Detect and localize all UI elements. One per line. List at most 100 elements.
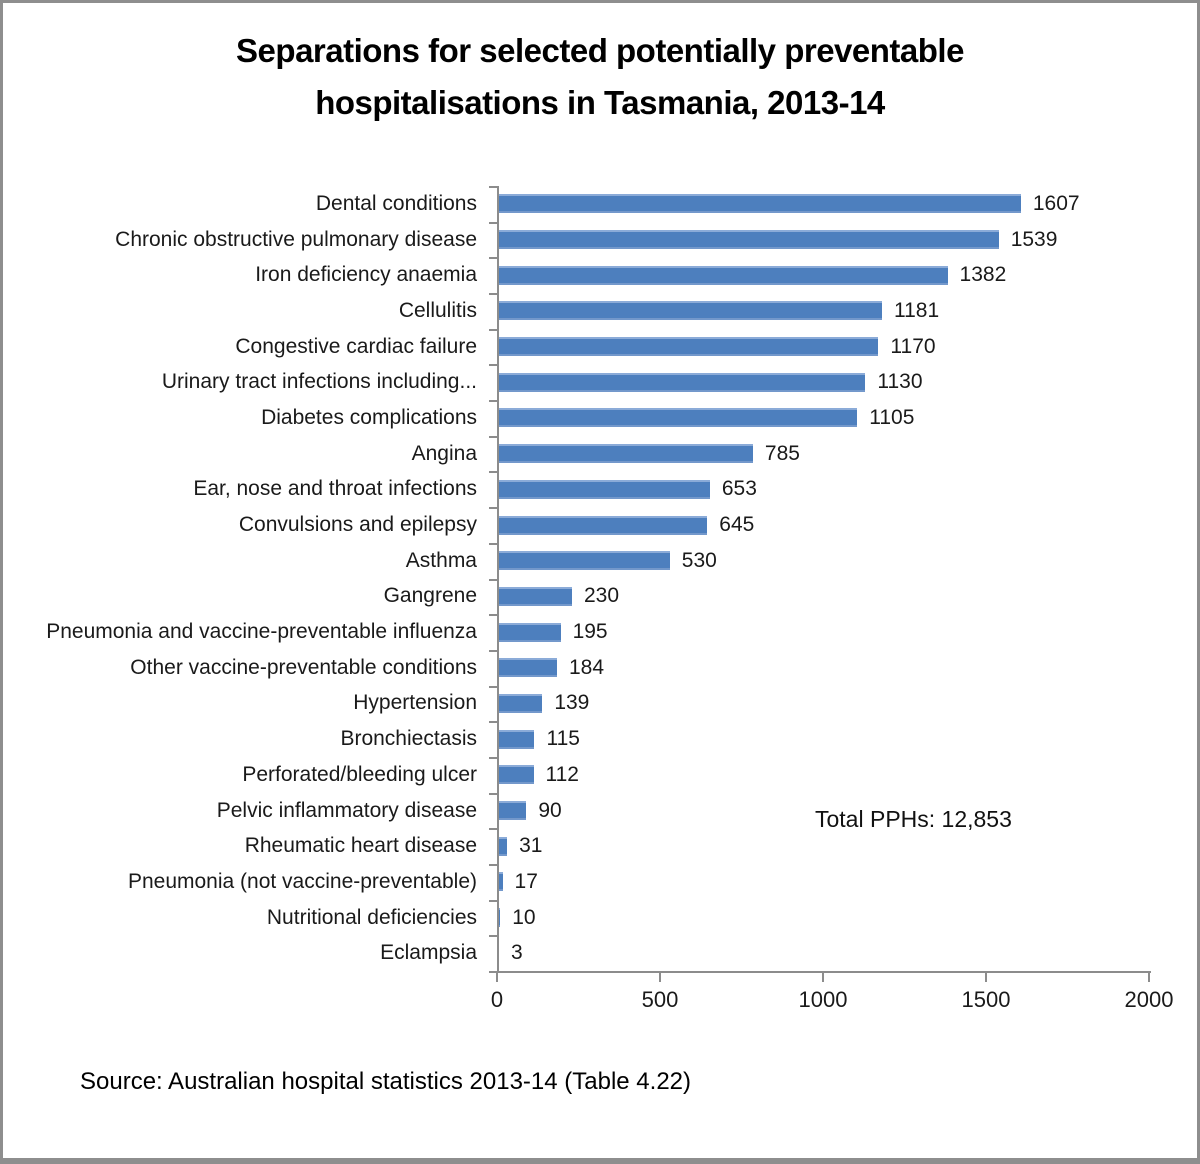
value-label: 17 — [514, 869, 538, 893]
bar — [497, 408, 858, 428]
y-axis-tick — [489, 864, 497, 866]
value-label: 530 — [681, 548, 717, 572]
bar-row: Other vaccine-preventable conditions 184 — [3, 650, 1163, 686]
category-label: Ear, nose and throat infections — [193, 477, 477, 501]
bar — [497, 479, 710, 499]
bar — [497, 765, 534, 785]
bar-row: Pneumonia and vaccine-preventable influe… — [3, 614, 1163, 650]
bar-row: Rheumatic heart disease 31 — [3, 828, 1163, 864]
bar-row: Perforated/bleeding ulcer 112 — [3, 757, 1163, 793]
value-label: 115 — [546, 727, 580, 751]
category-label: Other vaccine-preventable conditions — [130, 655, 477, 679]
bar-track: 139 — [497, 686, 1149, 722]
x-axis-tick — [1148, 973, 1150, 982]
bar-row: Ear, nose and throat infections 653 — [3, 472, 1163, 508]
category-label: Angina — [411, 441, 477, 465]
category-label: Diabetes complications — [261, 405, 477, 429]
category-label: Nutritional deficiencies — [266, 905, 477, 929]
bar — [497, 372, 866, 392]
x-axis-tick-label: 1500 — [961, 987, 1011, 1012]
bar-track: 90 — [497, 793, 1149, 829]
y-axis-tick — [489, 650, 497, 652]
y-axis-tick — [489, 222, 497, 224]
y-axis-line — [497, 186, 499, 973]
value-label: 1181 — [894, 298, 940, 322]
bar — [497, 586, 572, 606]
value-label: 90 — [538, 798, 562, 822]
category-label: Pneumonia and vaccine-preventable influe… — [46, 620, 477, 644]
category-label: Dental conditions — [315, 191, 477, 215]
total-annotation: Total PPHs: 12,853 — [815, 806, 1012, 832]
y-axis-tick — [489, 935, 497, 937]
bar-track: 785 — [497, 436, 1149, 472]
y-axis-tick — [489, 257, 497, 259]
category-label: Chronic obstructive pulmonary disease — [115, 227, 477, 251]
bar-track: 1170 — [497, 329, 1149, 365]
bar-track: 115 — [497, 721, 1149, 757]
value-label: 195 — [572, 620, 608, 644]
bar-row: Nutritional deficiencies 10 — [3, 900, 1163, 936]
bar-track: 31 — [497, 828, 1149, 864]
category-label: Cellulitis — [398, 298, 477, 322]
value-label: 230 — [583, 584, 620, 608]
bar — [497, 194, 1021, 214]
y-axis-tick — [489, 543, 497, 545]
bar-track: 17 — [497, 864, 1149, 900]
y-axis-tick — [489, 471, 497, 473]
value-label: 785 — [764, 441, 800, 465]
y-axis-tick — [489, 186, 497, 188]
category-label: Pelvic inflammatory disease — [216, 798, 477, 822]
category-label: Asthma — [405, 548, 477, 572]
value-label: 31 — [519, 834, 543, 858]
bar-row: Diabetes complications 1105 — [3, 400, 1163, 436]
bar-track: 1607 — [497, 186, 1149, 222]
y-axis-tick — [489, 757, 497, 759]
bar-track: 1181 — [497, 293, 1149, 329]
x-axis-tick — [985, 973, 987, 982]
value-label: 653 — [721, 477, 757, 501]
category-label: Perforated/bleeding ulcer — [242, 762, 477, 786]
x-axis-tick — [496, 973, 498, 982]
category-label: Pneumonia (not vaccine-preventable) — [127, 869, 477, 893]
bar-track: 530 — [497, 543, 1149, 579]
y-axis-tick — [489, 400, 497, 402]
bar-track: 1105 — [497, 400, 1149, 436]
bar — [497, 301, 882, 321]
category-label: Convulsions and epilepsy — [238, 513, 477, 537]
bar — [497, 265, 948, 285]
y-axis-tick — [489, 900, 497, 902]
bar — [497, 515, 708, 535]
source-note: Source: Australian hospital statistics 2… — [80, 1068, 692, 1095]
bar-row: Bronchiectasis 115 — [3, 721, 1163, 757]
y-axis-tick — [489, 293, 497, 295]
x-axis-tick-label: 0 — [490, 987, 504, 1012]
bar-track: 184 — [497, 650, 1149, 686]
category-label: Bronchiectasis — [340, 727, 477, 751]
y-axis-tick — [489, 793, 497, 795]
value-label: 112 — [545, 762, 579, 786]
bar-row: Urinary tract infections including... 113… — [3, 364, 1163, 400]
category-label: Rheumatic heart disease — [244, 834, 477, 858]
bar-track: 112 — [497, 757, 1149, 793]
bar-chart: Dental conditions 1607 Chronic obstructive… — [3, 186, 1173, 1012]
chart-title-line-2: hospitalisations in Tasmania, 2013-14 — [315, 84, 885, 121]
y-axis-tick — [489, 364, 497, 366]
bar-row: Congestive cardiac failure 1170 — [3, 329, 1163, 365]
value-label: 1607 — [1032, 191, 1080, 215]
bar-row: Dental conditions 1607 — [3, 186, 1163, 222]
category-label: Gangrene — [383, 584, 477, 608]
plot-area: Dental conditions 1607 Chronic obstructive… — [3, 186, 1163, 971]
bar — [497, 444, 753, 464]
bar — [497, 801, 527, 821]
chart-title-line-1: Separations for selected potentially pre… — [236, 32, 964, 69]
bar — [497, 230, 999, 250]
bar-track: 1130 — [497, 364, 1149, 400]
value-label: 1170 — [890, 334, 936, 358]
bar-track: 645 — [497, 507, 1149, 543]
bar-row: Angina 785 — [3, 436, 1163, 472]
bar-row: Chronic obstructive pulmonary disease 153… — [3, 222, 1163, 258]
bar-track: 230 — [497, 579, 1149, 615]
category-label: Iron deficiency anaemia — [255, 263, 477, 287]
category-label: Congestive cardiac failure — [235, 334, 477, 358]
bar — [497, 872, 503, 892]
